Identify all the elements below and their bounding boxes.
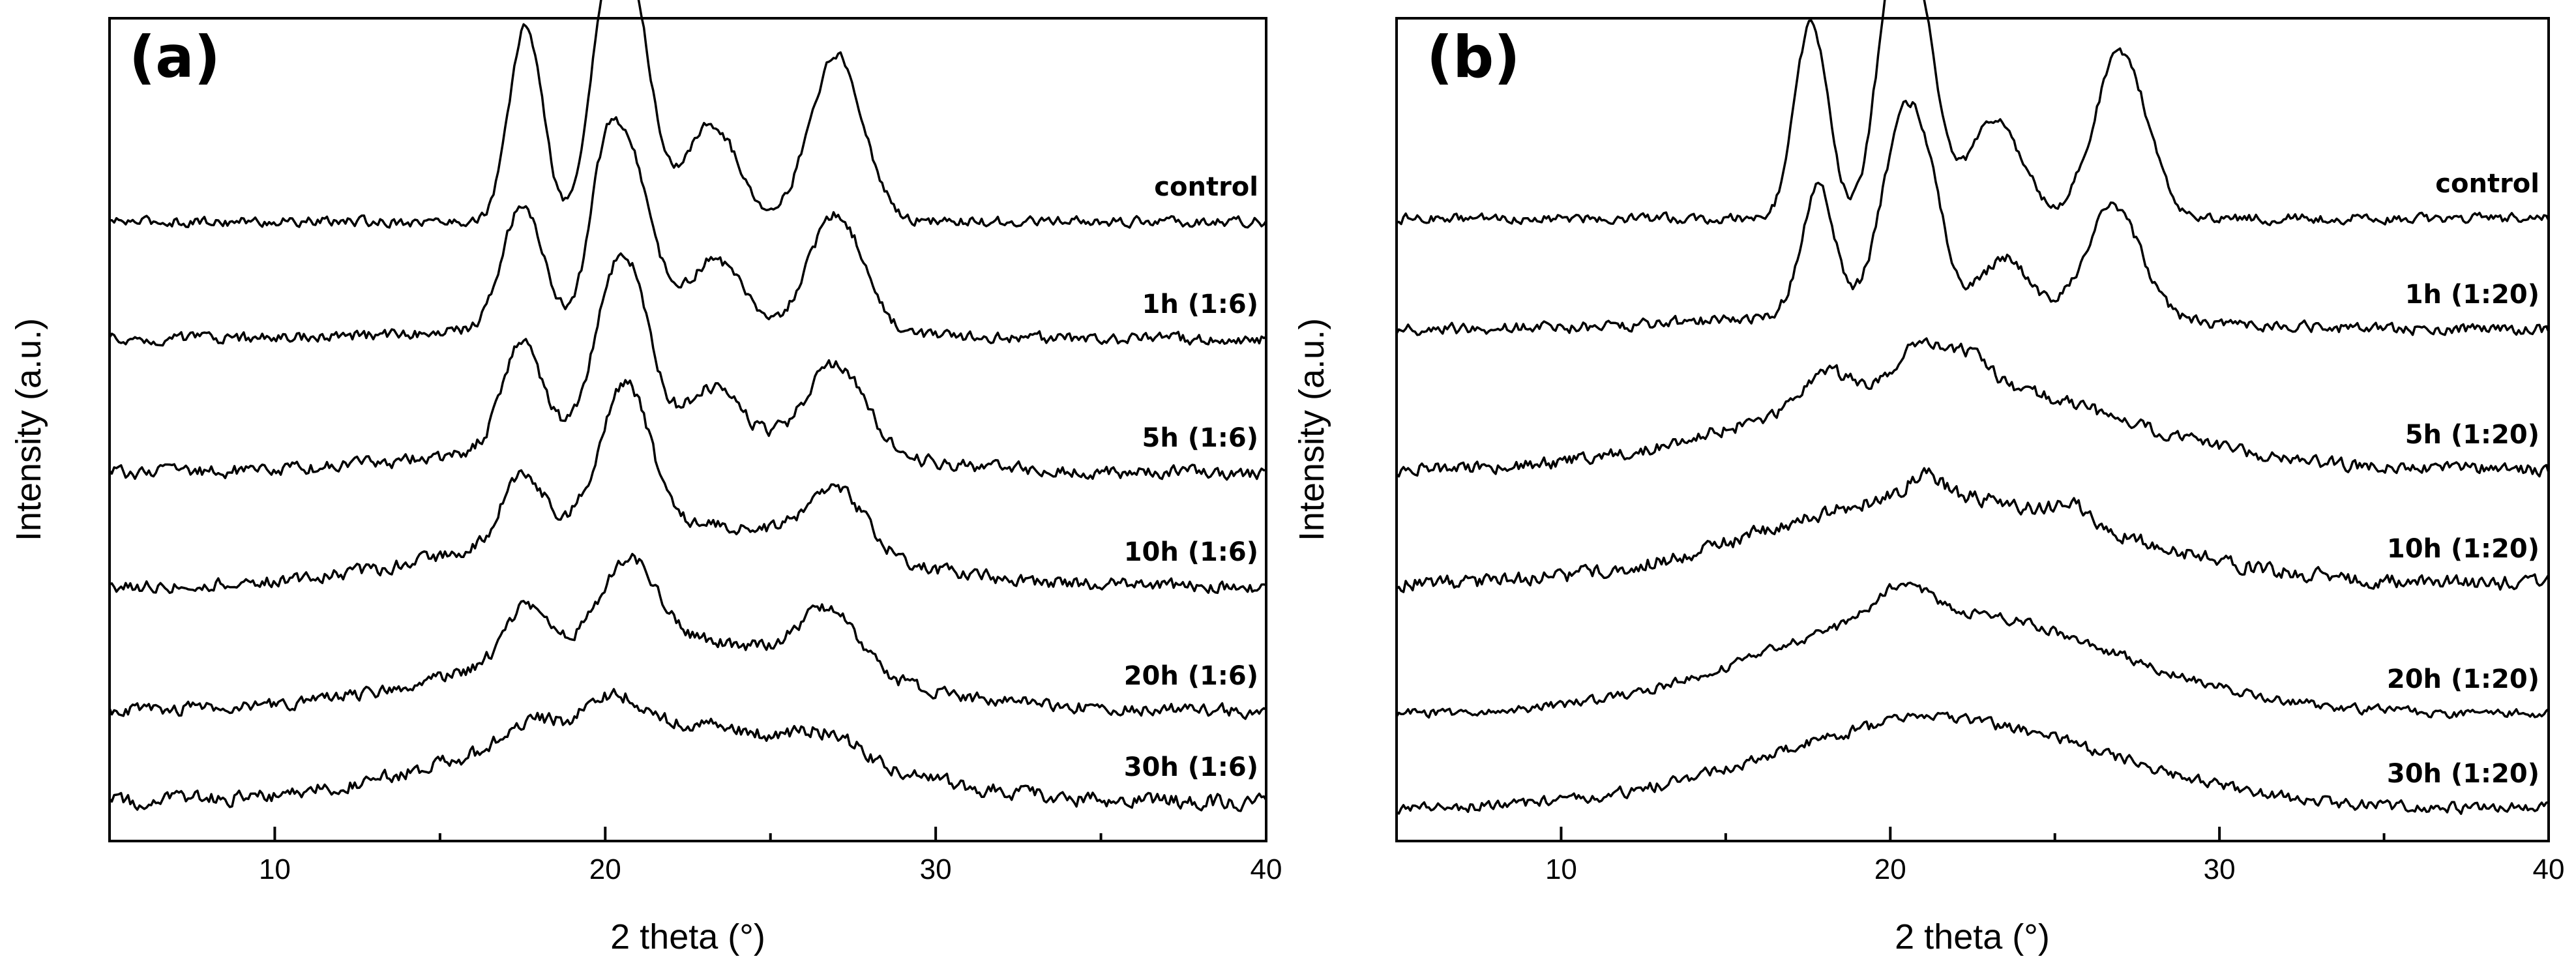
series-label-0: control	[2435, 169, 2539, 199]
series-label-3: 10h (1:6)	[1124, 537, 1258, 567]
series-trace-5	[108, 688, 1267, 812]
series-label-3: 10h (1:20)	[2387, 534, 2539, 564]
series-trace-4	[1395, 582, 2550, 719]
series-label-2: 5h (1:20)	[2405, 420, 2539, 450]
series-trace-3	[109, 379, 1267, 595]
panel-b-xlabel: 2 theta (°)	[1895, 917, 2050, 956]
panel-b: (b) 2 theta (°) Intensity (a.u.) 10 20 30 4…	[1292, 0, 2564, 956]
panel-b-ylabel: Intensity (a.u.)	[1292, 318, 1331, 541]
series-trace-1	[108, 116, 1267, 347]
panel-b-series-labels: control 1h (1:20) 5h (1:20) 10h (1:20) 20h (…	[2387, 169, 2539, 789]
x-tick-label: 30	[2204, 853, 2236, 885]
x-tick-label: 40	[2533, 853, 2565, 885]
series-label-5: 30h (1:20)	[2387, 759, 2539, 789]
panel-b-ticks: 10 20 30 40	[1395, 827, 2565, 885]
x-tick-label: 20	[1874, 853, 1906, 885]
series-trace-2	[108, 252, 1266, 481]
x-tick-label: 40	[1251, 853, 1282, 885]
x-tick-label: 10	[259, 853, 291, 885]
series-label-4: 20h (1:6)	[1124, 661, 1258, 691]
series-trace-1	[1395, 100, 2550, 336]
panel-a-ticks: 10 20 30 40	[108, 827, 1282, 885]
series-label-2: 5h (1:6)	[1142, 423, 1258, 453]
series-label-5: 30h (1:6)	[1124, 752, 1258, 782]
series-trace-0	[109, 0, 1267, 229]
x-tick-label: 30	[920, 853, 952, 885]
panel-a-label: (a)	[129, 23, 220, 91]
series-label-4: 20h (1:20)	[2387, 664, 2539, 694]
panel-a-frame	[108, 17, 1267, 842]
panel-a: (a) 2 theta (°) Intensity (a.u.) 10 20 30 4…	[9, 0, 1282, 956]
panel-b-traces	[1395, 0, 2550, 815]
series-trace-3	[1395, 467, 2550, 593]
panel-a-series-labels: control 1h (1:6) 5h (1:6) 10h (1:6) 20h (1:6…	[1124, 172, 1258, 782]
series-label-1: 1h (1:6)	[1142, 289, 1258, 319]
series-trace-0	[1396, 0, 2550, 226]
panel-a-xlabel: 2 theta (°)	[610, 917, 765, 956]
panel-a-ylabel: Intensity (a.u.)	[9, 318, 48, 541]
series-trace-4	[108, 552, 1267, 720]
series-trace-2	[1395, 337, 2550, 478]
x-tick-label: 10	[1545, 853, 1577, 885]
series-trace-5	[1395, 711, 2549, 815]
series-label-1: 1h (1:20)	[2405, 280, 2539, 310]
panel-b-frame	[1395, 17, 2550, 842]
series-label-0: control	[1154, 172, 1258, 202]
panel-a-traces	[108, 0, 1267, 812]
x-tick-label: 20	[589, 853, 621, 885]
panel-b-label: (b)	[1427, 23, 1520, 91]
